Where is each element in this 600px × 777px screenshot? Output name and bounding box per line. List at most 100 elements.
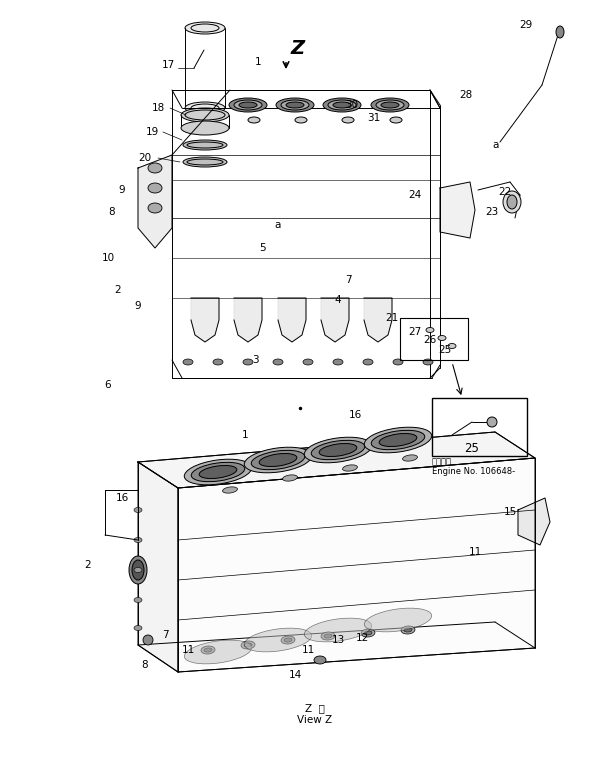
- Ellipse shape: [376, 100, 404, 110]
- Text: 11: 11: [301, 645, 314, 655]
- Ellipse shape: [364, 608, 432, 632]
- Ellipse shape: [134, 598, 142, 602]
- Text: 2: 2: [85, 560, 91, 570]
- Ellipse shape: [503, 191, 521, 213]
- Text: 27: 27: [409, 327, 422, 337]
- Ellipse shape: [181, 121, 229, 135]
- Text: 适用当号: 适用当号: [432, 458, 452, 466]
- Ellipse shape: [371, 98, 409, 112]
- Ellipse shape: [204, 648, 212, 652]
- Text: 12: 12: [355, 633, 368, 643]
- Text: 5: 5: [259, 243, 265, 253]
- Polygon shape: [138, 155, 172, 248]
- Ellipse shape: [342, 117, 354, 123]
- Text: 7: 7: [344, 275, 352, 285]
- Ellipse shape: [181, 108, 229, 122]
- Ellipse shape: [361, 629, 375, 637]
- Ellipse shape: [393, 359, 403, 365]
- Text: 16: 16: [349, 410, 362, 420]
- Text: 11: 11: [469, 547, 482, 557]
- Ellipse shape: [241, 641, 255, 649]
- Ellipse shape: [132, 560, 144, 580]
- Ellipse shape: [311, 441, 365, 460]
- Ellipse shape: [364, 631, 372, 635]
- Ellipse shape: [143, 635, 153, 645]
- Text: 31: 31: [367, 113, 380, 123]
- Ellipse shape: [404, 628, 412, 632]
- Ellipse shape: [134, 538, 142, 542]
- Ellipse shape: [184, 459, 252, 485]
- Ellipse shape: [379, 434, 417, 447]
- Text: View Z: View Z: [298, 715, 332, 725]
- Ellipse shape: [223, 487, 238, 493]
- Ellipse shape: [284, 638, 292, 642]
- Text: a: a: [275, 220, 281, 230]
- Ellipse shape: [213, 359, 223, 365]
- Text: 7: 7: [161, 630, 169, 640]
- Polygon shape: [364, 298, 392, 342]
- Text: 9: 9: [119, 185, 125, 195]
- Text: 1: 1: [254, 57, 262, 67]
- Ellipse shape: [129, 556, 147, 584]
- Ellipse shape: [423, 359, 433, 365]
- Ellipse shape: [314, 656, 326, 664]
- Ellipse shape: [321, 632, 335, 640]
- Ellipse shape: [183, 359, 193, 365]
- Text: 11: 11: [181, 645, 194, 655]
- Text: 25: 25: [464, 441, 479, 455]
- Ellipse shape: [148, 203, 162, 213]
- Text: 6: 6: [104, 380, 112, 390]
- Ellipse shape: [487, 417, 497, 427]
- Ellipse shape: [273, 359, 283, 365]
- Ellipse shape: [319, 444, 357, 457]
- Text: 20: 20: [139, 153, 152, 163]
- Ellipse shape: [448, 343, 456, 349]
- Ellipse shape: [381, 102, 399, 108]
- Bar: [432, 398, 527, 456]
- Ellipse shape: [303, 359, 313, 365]
- Ellipse shape: [244, 628, 312, 652]
- Ellipse shape: [426, 327, 434, 333]
- Text: 24: 24: [409, 190, 422, 200]
- Ellipse shape: [191, 462, 245, 482]
- Ellipse shape: [184, 640, 252, 664]
- Text: 30: 30: [346, 100, 359, 110]
- Text: 17: 17: [161, 60, 175, 70]
- Ellipse shape: [281, 636, 295, 644]
- Ellipse shape: [229, 98, 267, 112]
- Text: 28: 28: [460, 90, 473, 100]
- Ellipse shape: [333, 359, 343, 365]
- Text: 4: 4: [335, 295, 341, 305]
- Ellipse shape: [148, 163, 162, 173]
- Ellipse shape: [556, 26, 564, 38]
- Text: 21: 21: [385, 313, 398, 323]
- Text: 8: 8: [109, 207, 115, 217]
- Ellipse shape: [390, 117, 402, 123]
- Polygon shape: [191, 298, 219, 342]
- Ellipse shape: [401, 626, 415, 634]
- Ellipse shape: [295, 117, 307, 123]
- Ellipse shape: [199, 465, 237, 479]
- Text: 29: 29: [520, 20, 533, 30]
- Text: 9: 9: [134, 301, 142, 311]
- Text: 1: 1: [242, 430, 248, 440]
- Text: 16: 16: [115, 493, 128, 503]
- Ellipse shape: [438, 336, 446, 340]
- Text: 25: 25: [439, 345, 452, 355]
- Ellipse shape: [183, 157, 227, 167]
- Polygon shape: [278, 298, 306, 342]
- Ellipse shape: [134, 507, 142, 513]
- Ellipse shape: [134, 625, 142, 630]
- Polygon shape: [178, 458, 535, 672]
- Ellipse shape: [304, 437, 372, 463]
- Text: 26: 26: [424, 335, 437, 345]
- Text: 13: 13: [331, 635, 344, 645]
- Text: Z  矢: Z 矢: [305, 703, 325, 713]
- Ellipse shape: [343, 465, 358, 471]
- Text: Engine No. 106648-: Engine No. 106648-: [432, 468, 515, 476]
- Ellipse shape: [185, 102, 225, 114]
- Text: 14: 14: [289, 670, 302, 680]
- Text: 18: 18: [151, 103, 164, 113]
- Polygon shape: [234, 298, 262, 342]
- Text: a: a: [493, 140, 499, 150]
